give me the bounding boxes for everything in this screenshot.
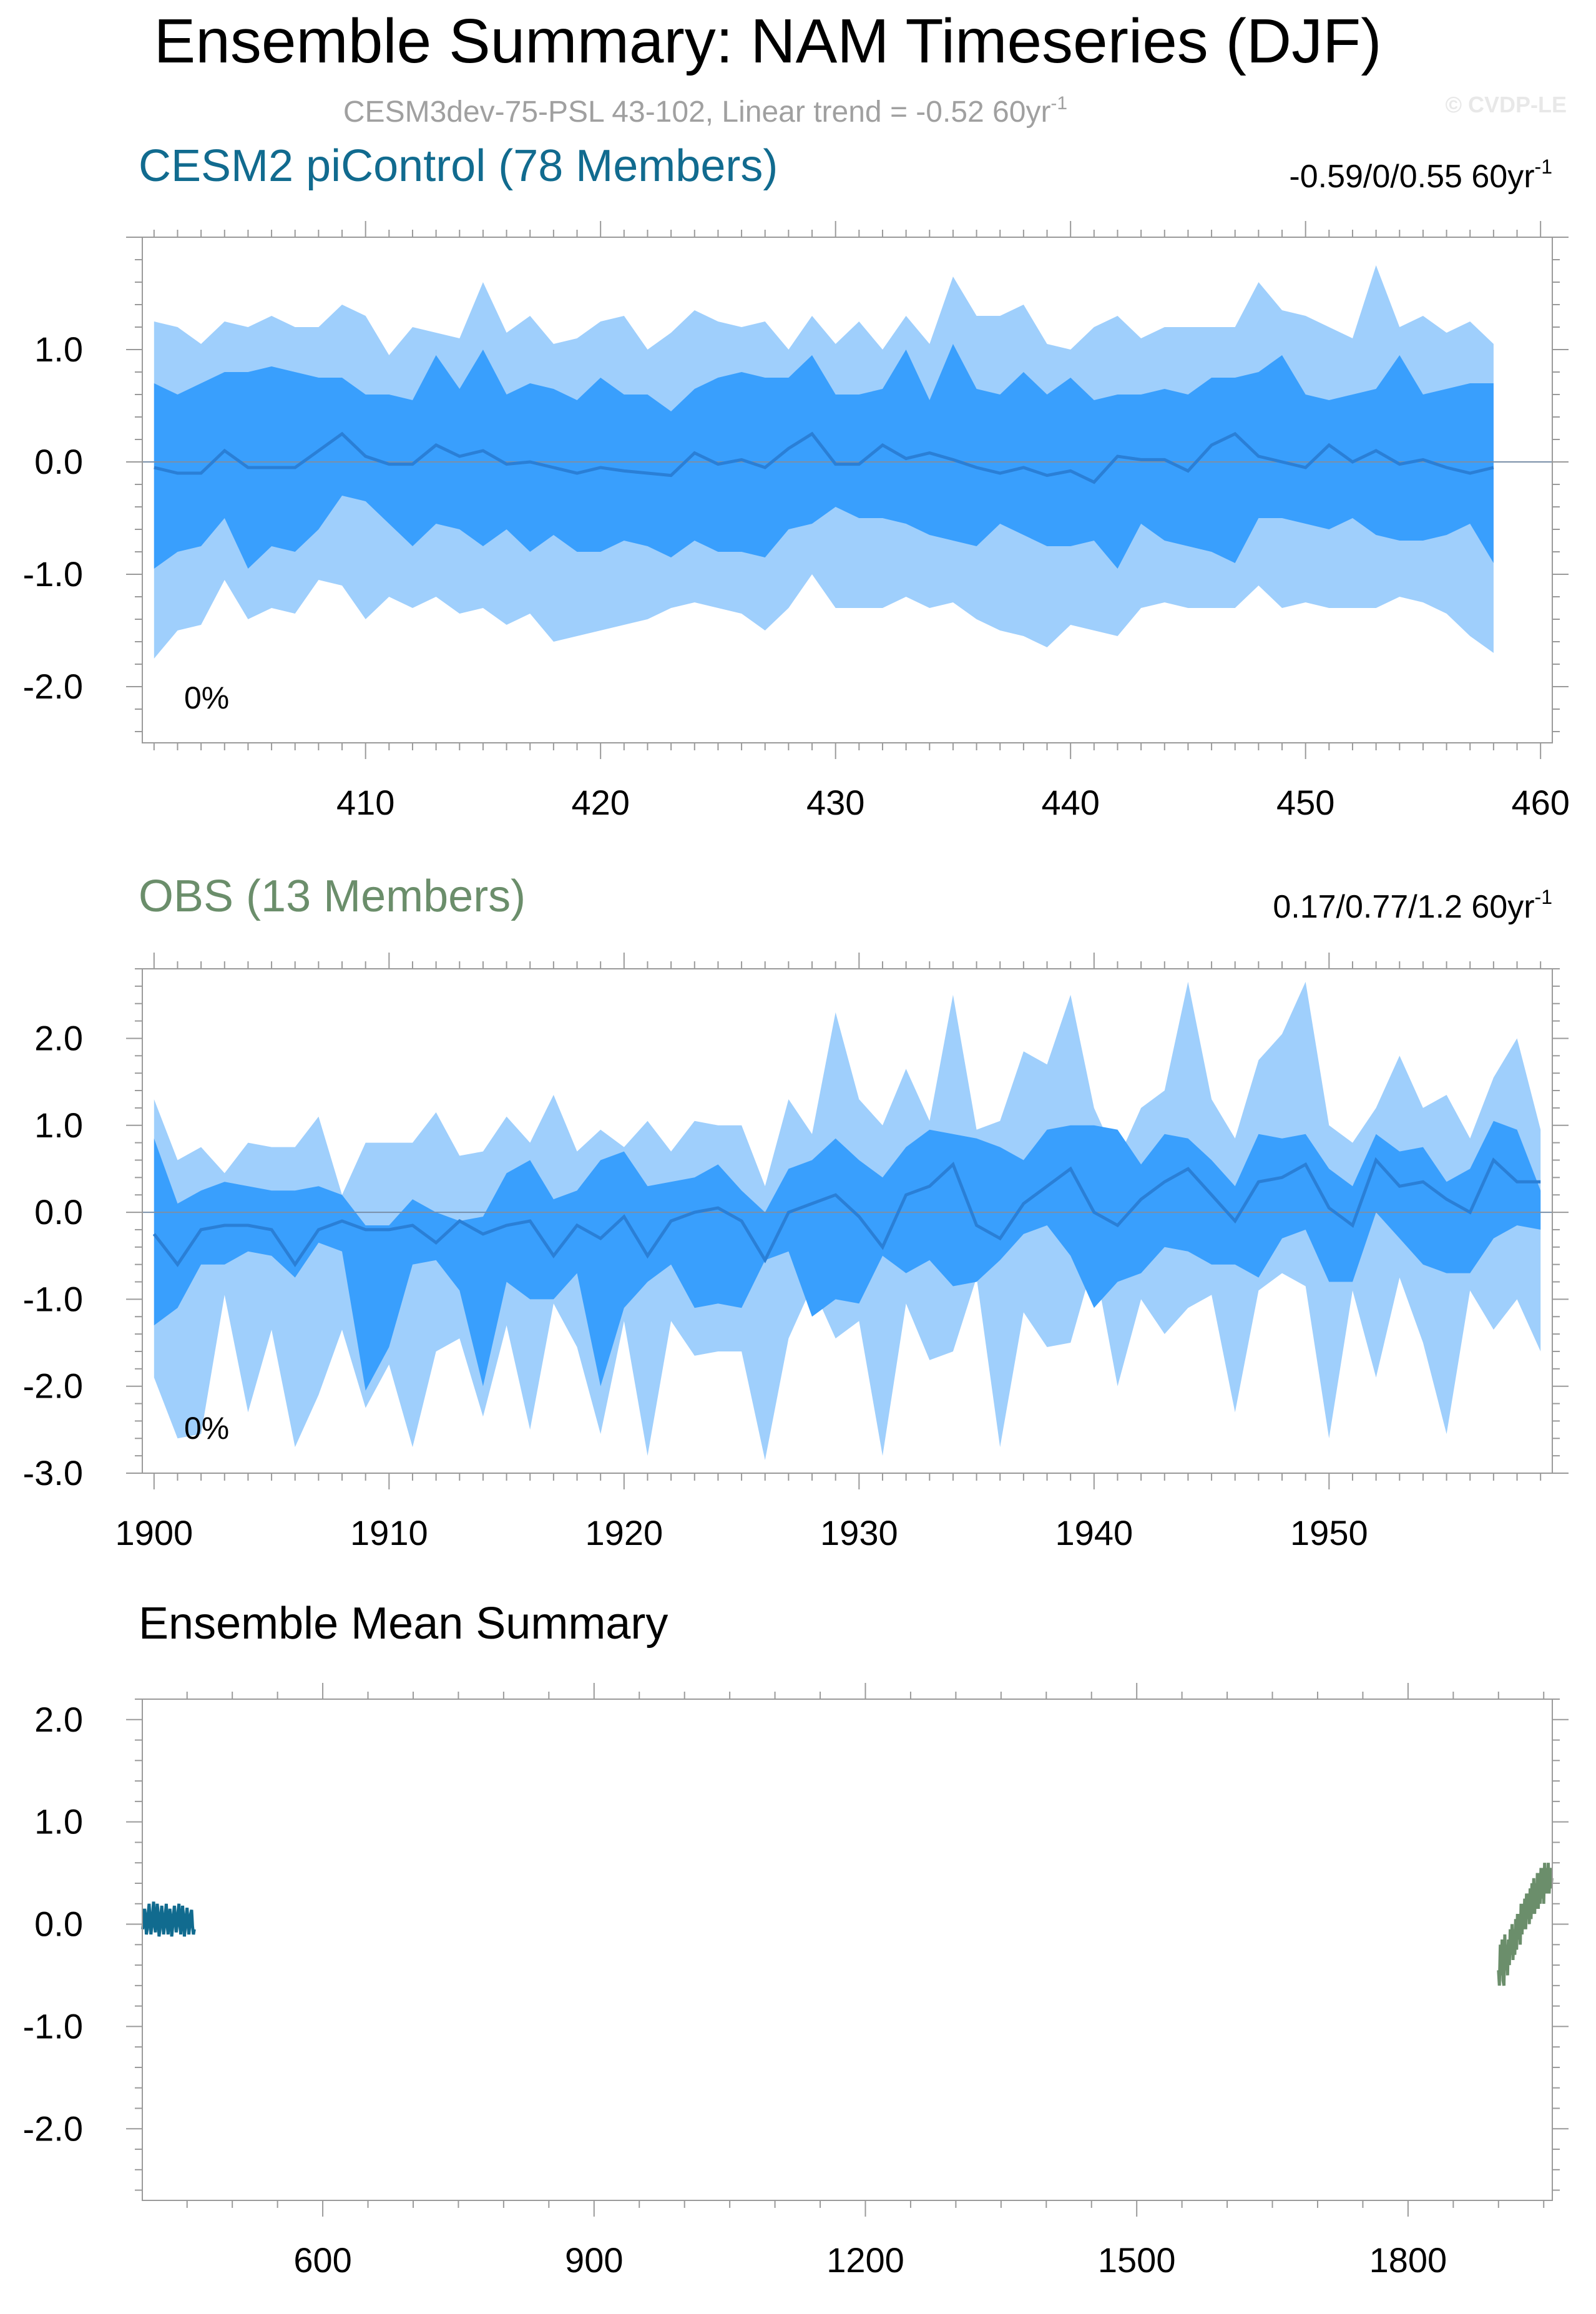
subtitle-superscript: -1 [1050, 93, 1067, 114]
figure-title: Ensemble Summary: NAM Timeseries (DJF) [154, 6, 1382, 76]
series-line-cesm2-picontrol [141, 1901, 196, 1937]
plot-frame [142, 968, 1553, 1474]
line-layer [141, 1863, 1554, 1986]
trend-label: -0.59/0/0.55 60yr-1 [1289, 155, 1552, 195]
y-tick-label: 1.0 [34, 1106, 83, 1145]
x-tick-label: 1920 [585, 1513, 663, 1552]
y-tick-label: 0.0 [34, 1192, 83, 1232]
x-tick-label: 600 [293, 2240, 351, 2280]
axes-layer: 1900 1910 1920 1930 1940 1950 -3.0 -2.0 -1.0 0.0 1… [23, 953, 1569, 1552]
x-tick-label: 410 [336, 783, 394, 822]
x-tick-label: 450 [1276, 783, 1334, 822]
trend-superscript: -1 [1535, 886, 1552, 908]
x-tick-label: 1200 [826, 2240, 904, 2280]
inner-spread-band [154, 1120, 1541, 1391]
plot-frame [142, 237, 1553, 743]
y-tick-label: -2.0 [23, 667, 84, 706]
y-tick-label: 2.0 [34, 1700, 83, 1739]
x-tick-label: 1950 [1290, 1513, 1368, 1552]
ensemble-mean-line [154, 431, 1494, 484]
x-tick-label: 1930 [820, 1513, 898, 1552]
x-tick-label: 1900 [115, 1513, 193, 1552]
y-tick-label: -3.0 [23, 1453, 84, 1493]
figure-subtitle: CESM3dev-75-PSL 43-102, Linear trend = -… [343, 93, 1067, 129]
inner-spread-band [154, 344, 1494, 569]
axes-layer: 410 420 430 440 450 460 -2.0 -1.0 0.0 1.0 [23, 221, 1570, 822]
subtitle-text: CESM3dev-75-PSL 43-102, Linear trend = -… [343, 96, 1051, 129]
panel-ensemble-mean-summary: Ensemble Mean Summary 600 900 1200 1500 1800… [23, 1599, 1569, 2280]
y-tick-label: -2.0 [23, 1366, 84, 1406]
y-tick-label: 1.0 [34, 1802, 83, 1841]
x-tick-label: 1800 [1369, 2240, 1447, 2280]
y-tick-label: 0.0 [34, 1905, 83, 1944]
trend-superscript: -1 [1535, 155, 1552, 178]
percent-label: 0% [184, 680, 229, 715]
x-tick-label: 420 [571, 783, 629, 822]
panel-cesm2-picontrol: CESM2 piControl (78 Members) -0.59/0/0.5… [23, 141, 1570, 822]
band-layer [142, 981, 1552, 1461]
x-tick-label: 1500 [1098, 2240, 1176, 2280]
x-tick-label: 430 [806, 783, 864, 822]
trend-text: -0.59/0/0.55 60yr [1289, 159, 1534, 195]
copyright-label: © CVDP-LE [1445, 92, 1567, 117]
panel-obs: OBS (13 Members) 0.17/0.77/1.2 60yr-1 19… [23, 871, 1569, 1552]
percent-label: 0% [184, 1411, 229, 1446]
y-tick-label: 1.0 [34, 330, 83, 369]
panel-title: CESM2 piControl (78 Members) [139, 141, 778, 191]
y-tick-label: 2.0 [34, 1018, 83, 1057]
x-tick-label: 440 [1041, 783, 1099, 822]
axes-layer: 600 900 1200 1500 1800 -2.0 -1.0 0.0 1.0 2.0 [23, 1683, 1569, 2280]
series-line-obs [1497, 1863, 1554, 1986]
x-tick-label: 1910 [350, 1513, 428, 1552]
ensemble-mean-line [152, 1157, 1541, 1268]
band-layer [142, 265, 1552, 659]
x-tick-label: 460 [1511, 783, 1569, 822]
panel-title: OBS (13 Members) [139, 871, 526, 921]
y-tick-label: 0.0 [34, 442, 83, 481]
trend-label: 0.17/0.77/1.2 60yr-1 [1273, 886, 1552, 925]
y-tick-label: -2.0 [23, 2109, 84, 2148]
y-tick-label: -1.0 [23, 1279, 84, 1318]
x-tick-label: 1940 [1055, 1513, 1133, 1552]
y-tick-label: -1.0 [23, 554, 84, 594]
trend-text: 0.17/0.77/1.2 60yr [1273, 889, 1534, 925]
panel-title: Ensemble Mean Summary [139, 1599, 668, 1649]
plot-frame [142, 1699, 1553, 2201]
y-tick-label: -1.0 [23, 2006, 84, 2046]
x-tick-label: 900 [565, 2240, 623, 2280]
